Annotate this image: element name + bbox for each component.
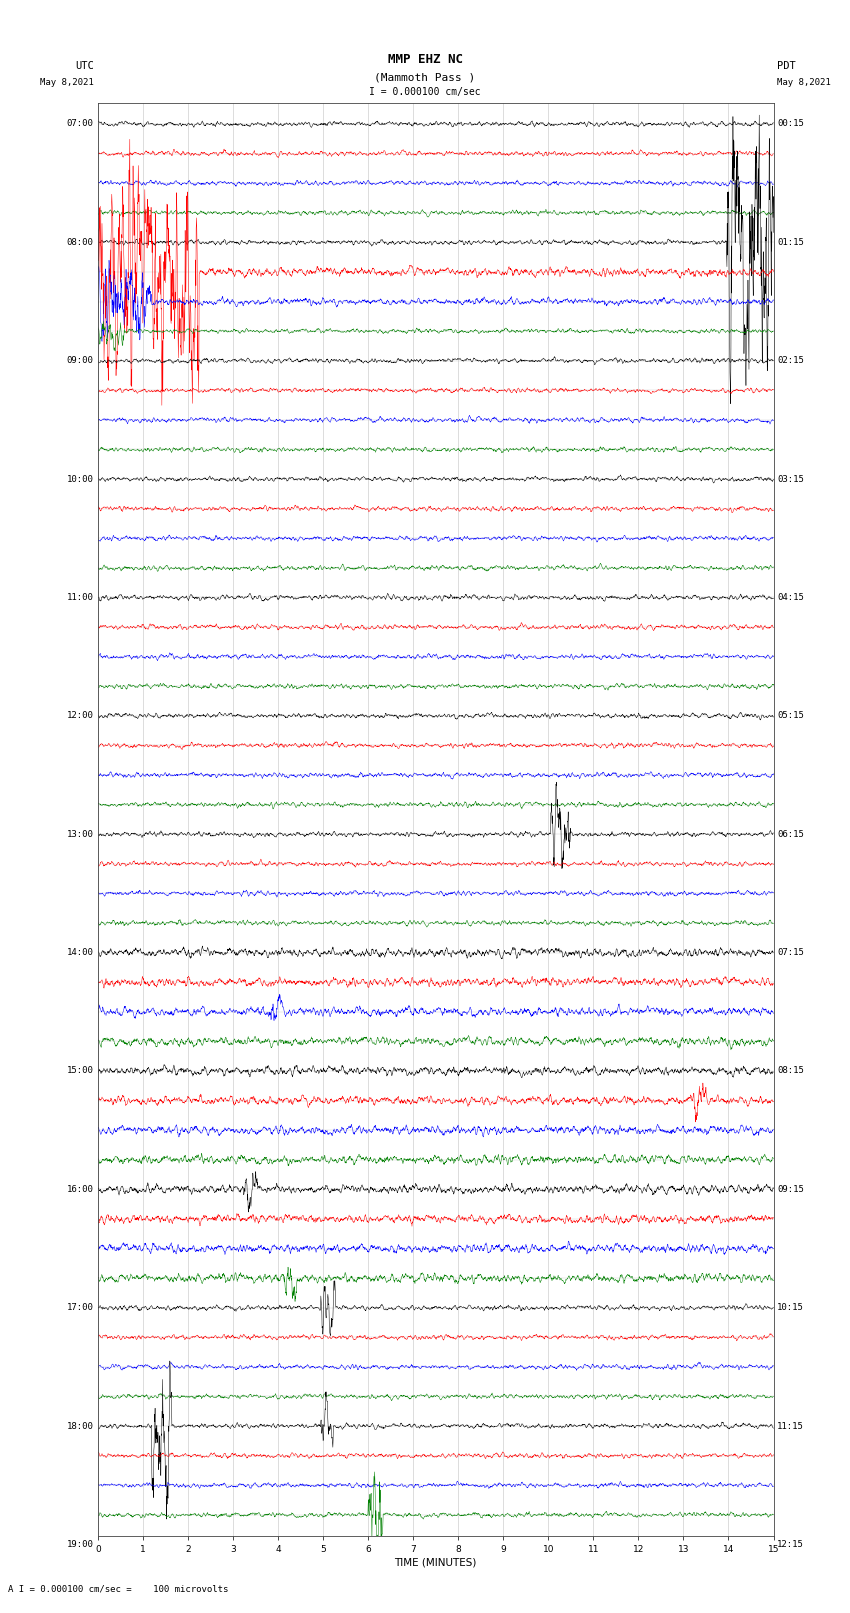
Text: May 8,2021: May 8,2021 [777,77,830,87]
Text: 10:00: 10:00 [66,474,94,484]
Text: 15:00: 15:00 [66,1066,94,1076]
Text: 14:00: 14:00 [66,948,94,957]
Text: 16:00: 16:00 [66,1186,94,1194]
Text: 17:00: 17:00 [66,1303,94,1313]
Text: 11:00: 11:00 [66,594,94,602]
Text: I = 0.000100 cm/sec: I = 0.000100 cm/sec [369,87,481,97]
Text: 09:15: 09:15 [777,1186,804,1194]
Text: A I = 0.000100 cm/sec =    100 microvolts: A I = 0.000100 cm/sec = 100 microvolts [8,1584,229,1594]
Text: 04:15: 04:15 [777,594,804,602]
Text: 03:15: 03:15 [777,474,804,484]
Text: 00:15: 00:15 [777,119,804,129]
Text: MMP EHZ NC: MMP EHZ NC [388,53,462,66]
Text: UTC: UTC [75,61,94,71]
Text: 08:15: 08:15 [777,1066,804,1076]
Text: 06:15: 06:15 [777,829,804,839]
Text: 13:00: 13:00 [66,829,94,839]
Text: (Mammoth Pass ): (Mammoth Pass ) [374,73,476,82]
Text: 09:00: 09:00 [66,356,94,365]
Text: 07:15: 07:15 [777,948,804,957]
Text: 12:15: 12:15 [777,1540,804,1548]
Text: 08:00: 08:00 [66,237,94,247]
Text: May 8,2021: May 8,2021 [40,77,94,87]
Text: PDT: PDT [777,61,796,71]
Text: 11:15: 11:15 [777,1421,804,1431]
Text: 18:00: 18:00 [66,1421,94,1431]
Text: 07:00: 07:00 [66,119,94,129]
Text: 19:00: 19:00 [66,1540,94,1548]
Text: 02:15: 02:15 [777,356,804,365]
X-axis label: TIME (MINUTES): TIME (MINUTES) [394,1558,477,1568]
Text: 01:15: 01:15 [777,237,804,247]
Text: 12:00: 12:00 [66,711,94,721]
Text: 05:15: 05:15 [777,711,804,721]
Text: 10:15: 10:15 [777,1303,804,1313]
